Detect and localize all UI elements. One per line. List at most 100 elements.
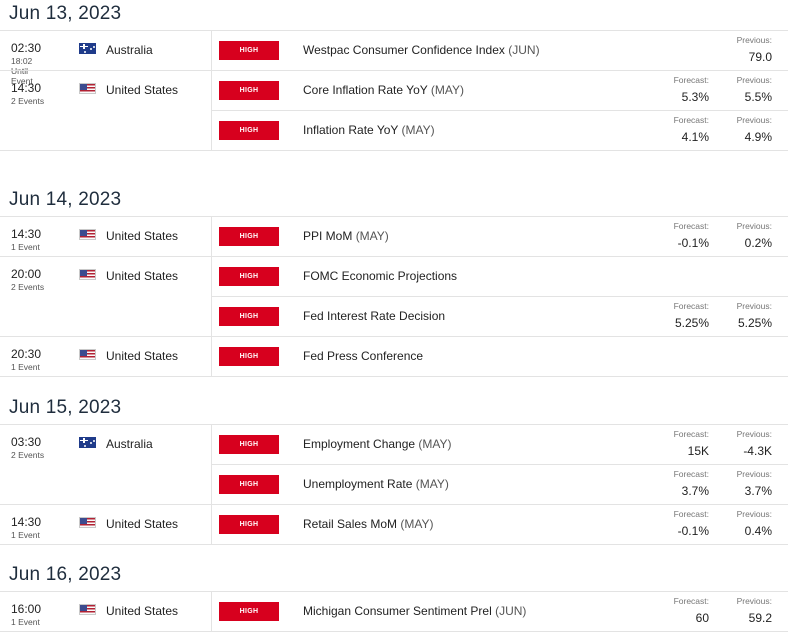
previous-value: 79.0 xyxy=(748,50,772,64)
event-period: (MAY) xyxy=(430,83,464,97)
event-note: Event xyxy=(11,76,33,86)
forecast-label: Forecast: xyxy=(673,221,709,231)
event-time: 14:30 xyxy=(11,81,42,95)
forecast-value: 5.3% xyxy=(681,90,709,104)
event-time: 02:30 xyxy=(11,41,42,55)
event-note: Until xyxy=(11,66,29,76)
event-title: Core Inflation Rate YoY xyxy=(303,83,428,97)
country-name: United States xyxy=(106,269,179,283)
event-title: Retail Sales MoM xyxy=(303,517,398,531)
previous-label: Previous: xyxy=(736,509,772,519)
impact-badge-high: HIGH xyxy=(219,435,279,454)
forecast-label: Forecast: xyxy=(673,469,709,479)
country-name: United States xyxy=(106,83,179,97)
impact-badge-high: HIGH xyxy=(219,515,279,534)
divider xyxy=(0,336,788,337)
event-name[interactable]: Core Inflation Rate YoY (MAY) xyxy=(303,83,464,97)
event-period: (MAY) xyxy=(400,517,434,531)
impact-badge-high: HIGH xyxy=(219,227,279,246)
event-count: 2 Events xyxy=(11,282,45,292)
previous-label: Previous: xyxy=(736,75,772,85)
au-flag-icon xyxy=(79,437,96,448)
previous-value: 59.2 xyxy=(748,611,772,625)
forecast-label: Forecast: xyxy=(673,75,709,85)
divider xyxy=(211,592,212,632)
impact-badge-high: HIGH xyxy=(219,267,279,286)
event-name[interactable]: Employment Change (MAY) xyxy=(303,437,452,451)
forecast-label: Forecast: xyxy=(673,596,709,606)
event-name[interactable]: Westpac Consumer Confidence Index (JUN) xyxy=(303,43,540,57)
impact-badge-high: HIGH xyxy=(219,81,279,100)
country-name: Australia xyxy=(106,43,153,57)
day-header: Jun 15, 2023 xyxy=(0,394,788,424)
divider xyxy=(211,71,212,151)
country-name: United States xyxy=(106,604,179,618)
divider xyxy=(0,424,788,425)
event-time: 14:30 xyxy=(11,515,42,529)
previous-value: 5.5% xyxy=(744,90,772,104)
previous-value: 3.7% xyxy=(744,484,772,498)
divider xyxy=(211,296,788,297)
event-name[interactable]: Fed Press Conference xyxy=(303,349,423,363)
divider xyxy=(211,464,788,465)
country-name: Australia xyxy=(106,437,153,451)
impact-badge-high: HIGH xyxy=(219,602,279,621)
divider xyxy=(0,150,788,151)
impact-badge-high: HIGH xyxy=(219,41,279,60)
event-name[interactable]: Fed Interest Rate Decision xyxy=(303,309,445,323)
event-name[interactable]: PPI MoM (MAY) xyxy=(303,229,389,243)
us-flag-icon xyxy=(79,604,96,615)
event-period: (JUN) xyxy=(495,604,527,618)
event-name[interactable]: Retail Sales MoM (MAY) xyxy=(303,517,433,531)
au-flag-icon xyxy=(79,43,96,54)
divider xyxy=(211,31,212,71)
forecast-label: Forecast: xyxy=(673,429,709,439)
event-title: Michigan Consumer Sentiment Prel xyxy=(303,604,492,618)
impact-badge-high: HIGH xyxy=(219,475,279,494)
event-title: Fed Press Conference xyxy=(303,349,424,363)
event-count: 1 Event xyxy=(11,242,40,252)
divider xyxy=(211,110,788,111)
divider xyxy=(0,256,788,257)
divider xyxy=(0,30,788,31)
previous-label: Previous: xyxy=(736,301,772,311)
event-name[interactable]: FOMC Economic Projections xyxy=(303,269,457,283)
event-time: 14:30 xyxy=(11,227,42,241)
previous-label: Previous: xyxy=(736,35,772,45)
event-title: PPI MoM xyxy=(303,229,353,243)
event-name[interactable]: Unemployment Rate (MAY) xyxy=(303,477,449,491)
previous-value: 4.9% xyxy=(744,130,772,144)
us-flag-icon xyxy=(79,229,96,240)
divider xyxy=(211,217,212,257)
impact-badge-high: HIGH xyxy=(219,347,279,366)
forecast-value: 3.7% xyxy=(681,484,709,498)
previous-value: 5.25% xyxy=(737,316,772,330)
event-title: Unemployment Rate xyxy=(303,477,413,491)
day-title: Jun 16, 2023 xyxy=(9,564,122,585)
event-time: 03:30 xyxy=(11,435,42,449)
divider xyxy=(0,631,788,632)
impact-badge-high: HIGH xyxy=(219,307,279,326)
previous-label: Previous: xyxy=(736,115,772,125)
forecast-value: 4.1% xyxy=(681,130,709,144)
forecast-label: Forecast: xyxy=(673,509,709,519)
divider xyxy=(211,337,212,377)
day-header: Jun 16, 2023 xyxy=(0,561,788,591)
event-title: FOMC Economic Projections xyxy=(303,269,458,283)
event-name[interactable]: Inflation Rate YoY (MAY) xyxy=(303,123,435,137)
divider xyxy=(211,505,212,545)
event-period: (JUN) xyxy=(508,43,540,57)
event-title: Employment Change xyxy=(303,437,416,451)
event-name[interactable]: Michigan Consumer Sentiment Prel (JUN) xyxy=(303,604,526,618)
previous-value: -4.3K xyxy=(743,444,772,458)
us-flag-icon xyxy=(79,269,96,280)
event-title: Fed Interest Rate Decision xyxy=(303,309,446,323)
previous-value: 0.4% xyxy=(744,524,772,538)
divider xyxy=(0,544,788,545)
event-time: 20:00 xyxy=(11,267,42,281)
country-name: United States xyxy=(106,517,179,531)
day-title: Jun 15, 2023 xyxy=(9,397,122,418)
event-title: Westpac Consumer Confidence Index xyxy=(303,43,505,57)
event-count: 1 Event xyxy=(11,617,40,627)
event-period: (MAY) xyxy=(415,477,449,491)
